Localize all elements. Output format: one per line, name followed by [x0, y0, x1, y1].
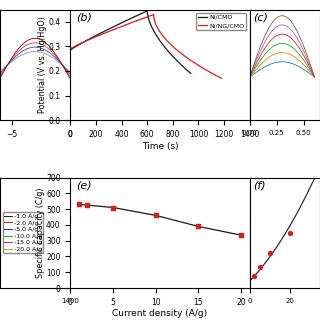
Legend: -1.0 A/g, -2.0 A/g, -5.0 A/g, -10.0 A/g, -15.0 A/g, -20.0 A/g: -1.0 A/g, -2.0 A/g, -5.0 A/g, -10.0 A/g,…: [3, 212, 44, 253]
Point: [251, 273, 256, 278]
Y-axis label: Potential (V vs. Hg/HgO): Potential (V vs. Hg/HgO): [38, 16, 47, 113]
Point: [238, 233, 244, 238]
Point: [76, 202, 82, 207]
Text: (c): (c): [253, 13, 268, 23]
Point: [267, 251, 272, 256]
Text: (f): (f): [253, 181, 266, 191]
Point: [287, 230, 292, 235]
X-axis label: Time (s): Time (s): [142, 141, 178, 151]
Point: [153, 213, 158, 218]
Point: [257, 265, 262, 270]
Legend: Ni/CMO, Ni/NG/CMO: Ni/CMO, Ni/NG/CMO: [196, 13, 246, 30]
X-axis label: Current density (A/g): Current density (A/g): [112, 309, 208, 318]
Y-axis label: Specific capacity (C/g): Specific capacity (C/g): [36, 188, 45, 278]
Text: (e): (e): [76, 181, 92, 191]
Point: [196, 224, 201, 229]
Point: [85, 203, 90, 208]
Text: (b): (b): [76, 13, 92, 23]
Point: [110, 205, 116, 210]
